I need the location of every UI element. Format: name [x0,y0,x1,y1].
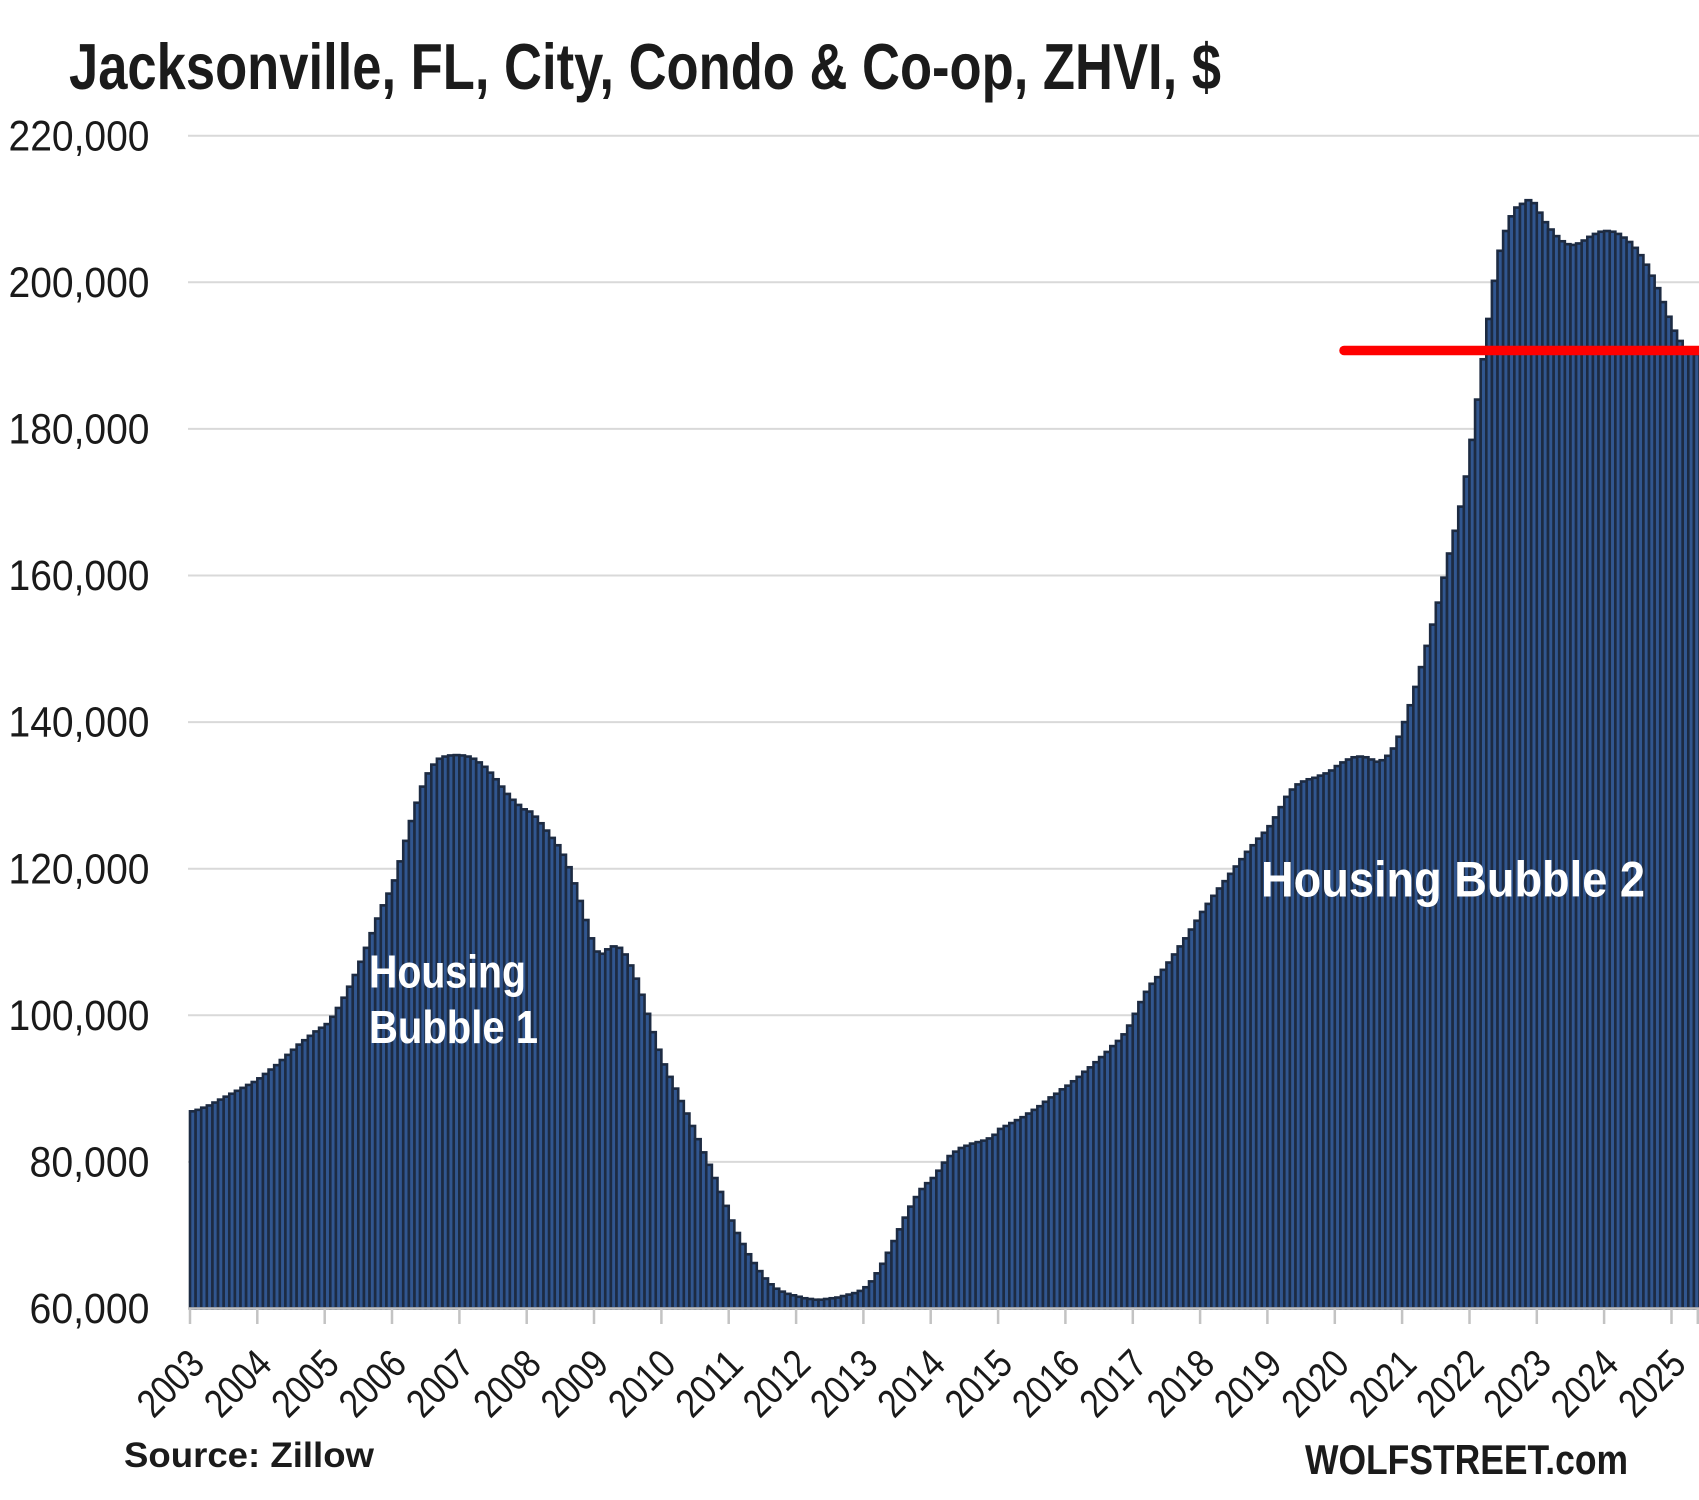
svg-text:Bubble 1: Bubble 1 [369,1001,538,1053]
svg-text:Jacksonville, FL, City, Condo: Jacksonville, FL, City, Condo & Co-op, Z… [69,30,1221,103]
svg-text:180,000: 180,000 [9,407,150,454]
svg-text:Housing: Housing [369,946,526,998]
svg-text:Source: Zillow: Source: Zillow [124,1436,375,1475]
svg-text:Housing Bubble 2: Housing Bubble 2 [1261,851,1645,907]
svg-text:WOLFSTREET.com: WOLFSTREET.com [1305,1436,1628,1483]
svg-text:100,000: 100,000 [9,993,150,1040]
svg-text:60,000: 60,000 [30,1286,150,1333]
svg-text:220,000: 220,000 [9,113,150,160]
svg-text:140,000: 140,000 [9,700,150,747]
svg-text:120,000: 120,000 [9,846,150,893]
svg-text:200,000: 200,000 [9,260,150,307]
svg-text:80,000: 80,000 [30,1140,150,1187]
svg-text:160,000: 160,000 [9,553,150,600]
